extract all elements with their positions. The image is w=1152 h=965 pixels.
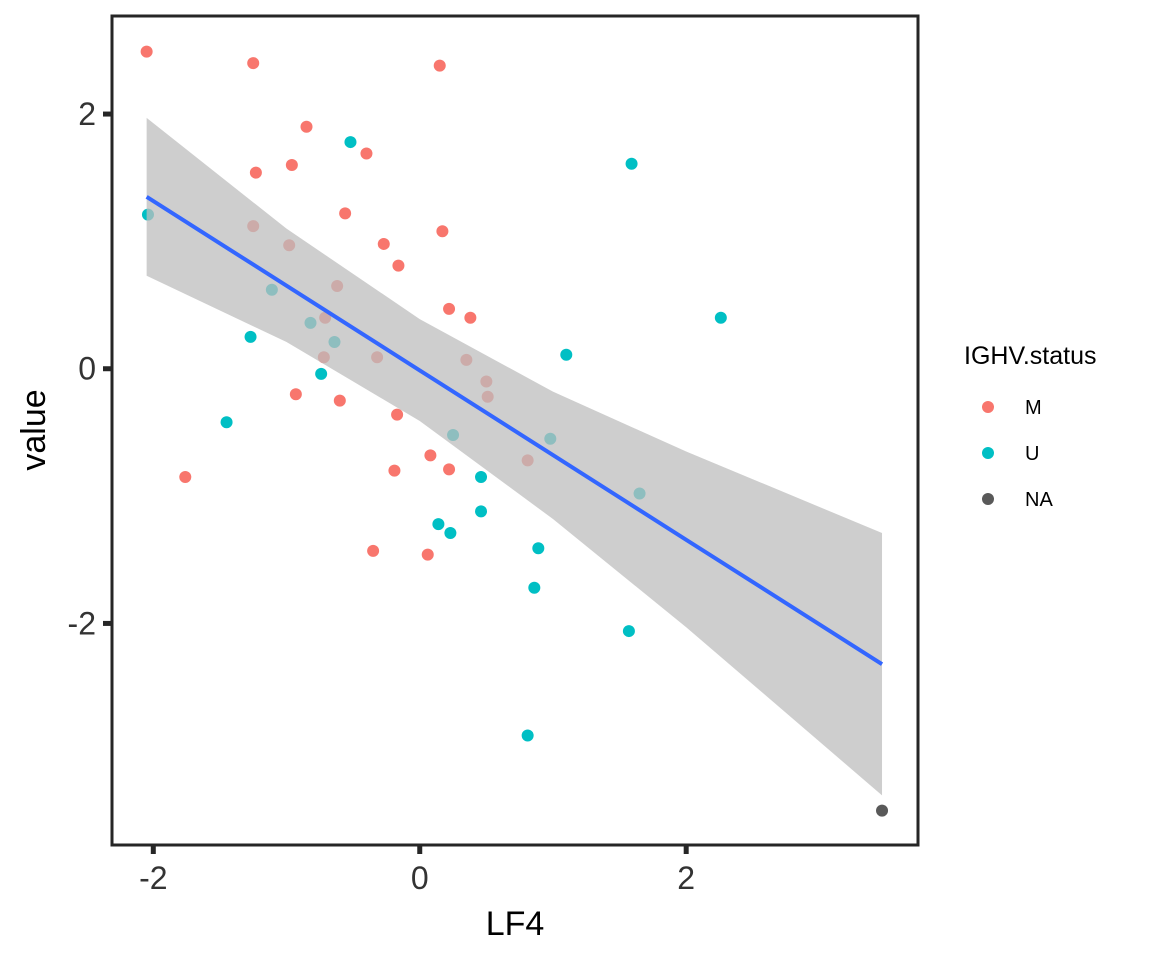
data-point-m	[464, 311, 477, 324]
data-point-m	[367, 544, 380, 557]
data-point-u	[244, 330, 257, 343]
data-point-u	[475, 505, 488, 518]
data-point-u	[532, 542, 545, 555]
legend-key-u	[982, 447, 994, 459]
data-point-m	[249, 166, 262, 179]
data-point-u	[560, 348, 573, 361]
x-tick-label: 2	[677, 860, 695, 896]
x-tick-label: -2	[139, 860, 167, 896]
data-point-u	[220, 416, 233, 429]
data-point-m	[333, 394, 346, 407]
data-point-m	[360, 147, 373, 160]
data-point-m	[300, 120, 313, 133]
data-point-m	[247, 57, 260, 70]
data-point-u	[432, 518, 445, 531]
legend-key-na	[982, 493, 994, 505]
y-tick-label: 2	[78, 96, 96, 132]
data-point-m	[443, 463, 456, 476]
data-point-m	[140, 45, 153, 58]
data-point-m	[392, 259, 405, 272]
confidence-band	[146, 117, 883, 796]
data-point-u	[622, 625, 635, 638]
data-point-m	[285, 158, 298, 171]
data-point-u	[315, 367, 328, 380]
data-point-m	[421, 548, 434, 561]
data-point-u	[625, 157, 638, 170]
legend-title: IGHV.status	[964, 342, 1096, 370]
legend: M U NA	[982, 397, 1053, 511]
data-point-m	[289, 388, 302, 401]
data-point-u	[475, 470, 488, 483]
x-axis-label: LF4	[486, 905, 545, 943]
y-tick-label: -2	[68, 605, 96, 641]
panel-border	[110, 14, 920, 847]
data-point-u	[344, 136, 357, 149]
data-point-m	[424, 449, 437, 462]
regression-line	[145, 195, 884, 666]
legend-label-u: U	[1025, 443, 1039, 465]
x-tick-label: 0	[411, 860, 429, 896]
data-point-m	[443, 302, 456, 315]
y-tick-label: 0	[78, 351, 96, 387]
data-point-m	[339, 207, 352, 220]
legend-label-m: M	[1025, 397, 1042, 419]
data-point-m	[388, 464, 401, 477]
data-point-na	[876, 804, 889, 817]
data-point-m	[433, 59, 446, 72]
data-point-u	[714, 311, 727, 324]
legend-key-m	[982, 401, 994, 413]
y-axis-label: value	[15, 389, 53, 470]
legend-label-na: NA	[1025, 489, 1053, 511]
data-point-m	[391, 408, 404, 421]
data-point-m	[377, 237, 390, 250]
data-point-m	[436, 225, 449, 238]
axes-layer: -2 0 2 -2 0 2	[68, 96, 696, 896]
smooth-layer	[145, 117, 884, 796]
data-point-u	[528, 581, 541, 594]
data-point-u	[521, 729, 534, 742]
data-point-m	[179, 470, 192, 483]
data-point-u	[444, 527, 457, 540]
